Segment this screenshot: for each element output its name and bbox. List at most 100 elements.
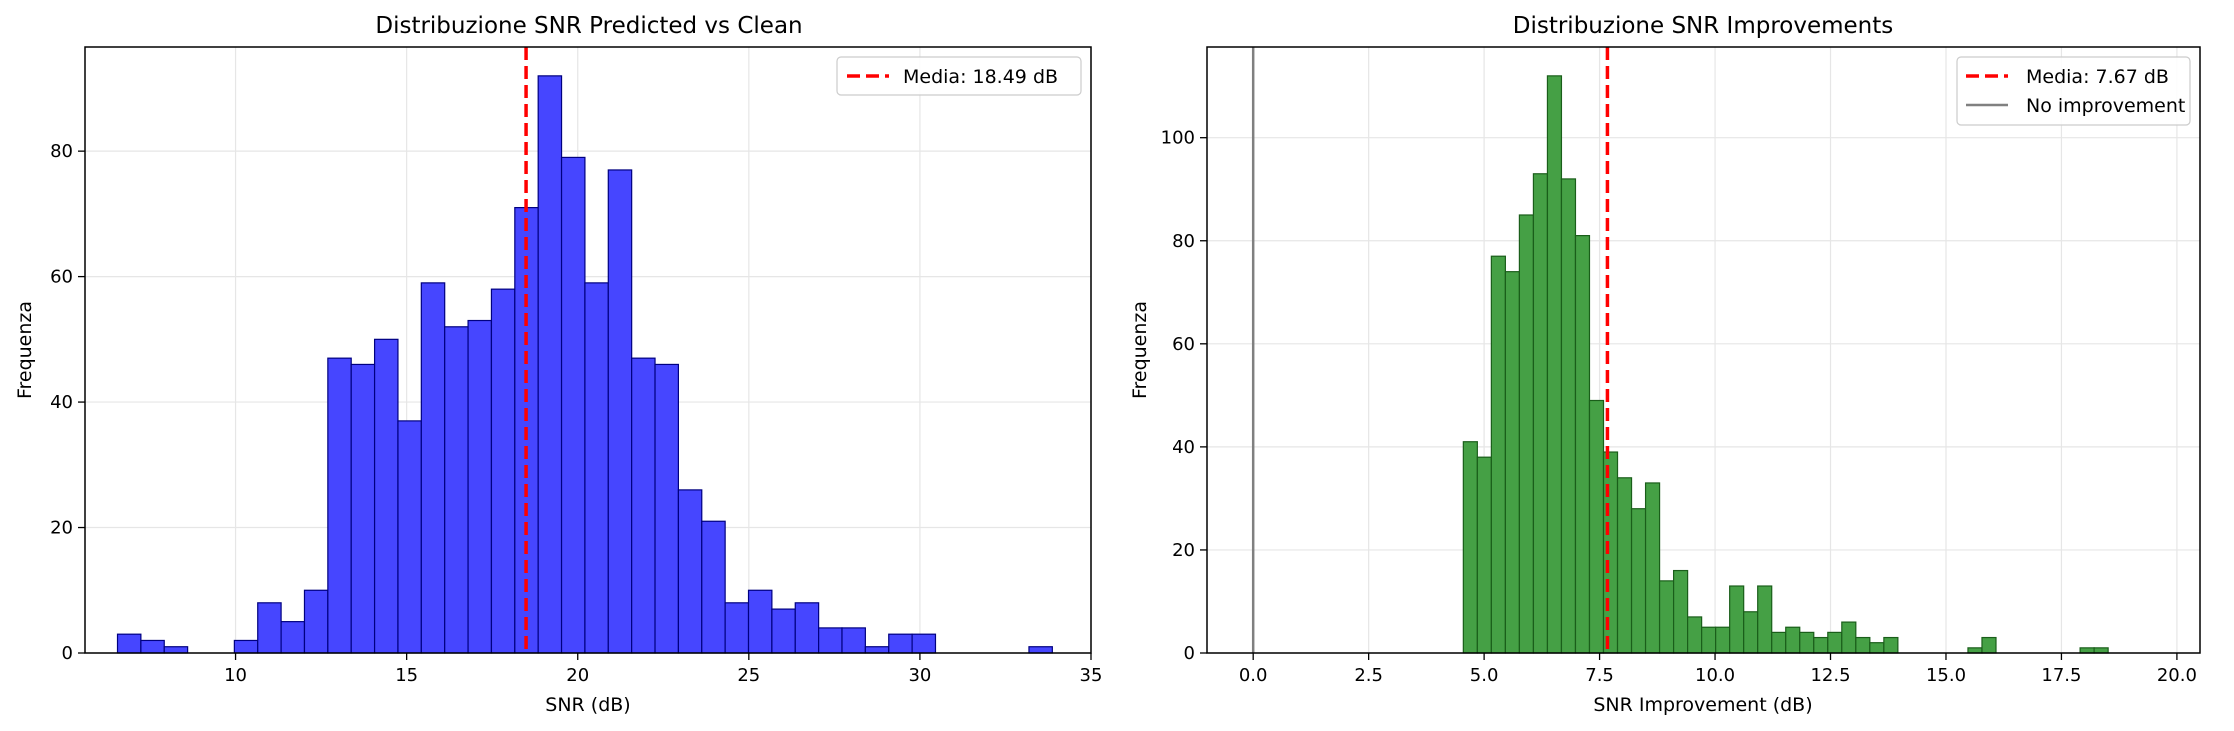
histogram-bar [1546, 75, 1563, 654]
histogram-bar [373, 338, 399, 654]
histogram-bar [1462, 441, 1478, 654]
legend-box [1956, 56, 2191, 126]
x-tick-label: 35 [1080, 665, 1103, 686]
histogram-bar [490, 288, 516, 654]
histogram-bar [607, 169, 633, 654]
histogram-bar [537, 75, 563, 654]
chart-snr-predicted-vs-clean: Distribuzione SNR Predicted vs Clean 10 1… [14, 13, 1102, 716]
histogram-bar [818, 627, 843, 654]
x-tick-label: 2.5 [1354, 665, 1383, 686]
histogram-bar [467, 319, 493, 654]
histogram-bar [747, 589, 773, 654]
x-tick-label: 12.5 [1810, 665, 1850, 686]
histogram-bar [1602, 451, 1619, 654]
x-tick-label: 15 [395, 665, 418, 686]
histogram-bar [2093, 647, 2109, 654]
histogram-bar [654, 363, 680, 654]
histogram-bars [1462, 75, 2109, 654]
histogram-bar [1476, 456, 1492, 654]
histogram-bar [1743, 611, 1759, 654]
histogram-bar [1616, 477, 1633, 654]
x-ticks: 10 15 20 25 30 35 [224, 653, 1102, 686]
y-tick-label: 100 [1161, 128, 1195, 149]
histogram-bar [1981, 636, 1997, 654]
histogram-bar [1771, 631, 1787, 654]
x-axis-label: SNR (dB) [545, 694, 630, 716]
x-ticks: 0.0 2.5 5.0 7.5 10.0 12.5 15.0 17.5 20.0 [1239, 653, 2197, 686]
histogram-bar [1028, 646, 1053, 654]
histogram-bar [327, 357, 352, 654]
chart-title: Distribuzione SNR Improvements [1513, 13, 1894, 39]
histogram-bar [560, 156, 586, 654]
histogram-bar [1630, 508, 1647, 654]
histogram-bars [116, 75, 1053, 654]
histogram-bar [677, 489, 703, 654]
x-tick-label: 20 [566, 665, 589, 686]
histogram-bar [1490, 255, 1506, 654]
histogram-bar [1827, 631, 1843, 654]
plot-frame [1206, 46, 2201, 654]
histogram-bar [397, 420, 422, 654]
histogram-bar [1701, 626, 1717, 654]
y-tick-label: 20 [1172, 540, 1195, 561]
y-tick-label: 40 [50, 392, 73, 413]
x-tick-label: 17.5 [2041, 665, 2081, 686]
y-tick-label: 60 [1172, 334, 1195, 355]
x-tick-label: 0.0 [1239, 665, 1268, 686]
y-axis-label: Frequenza [14, 301, 36, 399]
y-tick-label: 60 [50, 267, 73, 288]
x-tick-label: 7.5 [1585, 665, 1614, 686]
chart-title: Distribuzione SNR Predicted vs Clean [375, 13, 802, 39]
histogram-bar [116, 633, 142, 654]
y-ticks: 0 20 40 60 80 [50, 141, 85, 664]
histogram-bar [1757, 585, 1773, 654]
histogram-bar [584, 282, 609, 654]
histogram-bar [140, 639, 165, 654]
histogram-bar [1967, 647, 1983, 654]
y-tick-label: 80 [1172, 231, 1195, 252]
histogram-bar [444, 326, 469, 654]
histogram-bar [701, 520, 726, 654]
histogram-bar [911, 633, 937, 654]
histogram-bar [1799, 631, 1815, 654]
x-tick-label: 20.0 [2157, 665, 2197, 686]
histogram-bar [1672, 569, 1689, 654]
histogram-bar [1813, 636, 1829, 654]
histogram-bar [864, 646, 890, 654]
y-ticks: 0 20 40 60 80 100 [1161, 128, 1207, 664]
x-tick-label: 10 [224, 665, 247, 686]
histogram-bar [257, 602, 282, 654]
legend-mean-label: Media: 7.67 dB [2026, 66, 2169, 88]
histogram-bar [1504, 271, 1521, 654]
histogram-bar [1729, 585, 1745, 654]
histogram-bar [1644, 482, 1661, 654]
legend-no-improvement-label: No improvement [2026, 95, 2185, 117]
x-tick-label: 5.0 [1470, 665, 1499, 686]
histogram-bar [1687, 616, 1703, 654]
chart-snr-improvements: Distribuzione SNR Improvements 0.0 2.5 5.0… [1129, 13, 2201, 716]
histogram-bar [1785, 626, 1801, 654]
histogram-bar [1869, 642, 1885, 654]
histogram-bar [1532, 173, 1549, 654]
histogram-bar [1855, 636, 1871, 654]
y-axis-label: Frequenza [1129, 301, 1151, 399]
histogram-bar [1574, 235, 1591, 654]
histogram-bar [1560, 178, 1577, 654]
legend: Media: 18.49 dB [836, 56, 1082, 96]
x-axis-label: SNR Improvement (dB) [1593, 694, 1812, 716]
histogram-bar [1841, 621, 1857, 654]
x-tick-label: 25 [737, 665, 760, 686]
y-tick-label: 0 [62, 643, 73, 664]
histogram-bar [163, 646, 189, 654]
legend-mean-label: Media: 18.49 dB [903, 66, 1058, 88]
histogram-bar [303, 589, 329, 654]
x-tick-label: 15.0 [1926, 665, 1966, 686]
x-tick-label: 30 [908, 665, 931, 686]
x-tick-label: 10.0 [1695, 665, 1735, 686]
y-tick-label: 80 [50, 141, 73, 162]
histogram-bar [420, 282, 446, 654]
histogram-bar [1588, 399, 1605, 654]
histogram-bar [233, 639, 259, 654]
histogram-bar [1715, 626, 1731, 654]
